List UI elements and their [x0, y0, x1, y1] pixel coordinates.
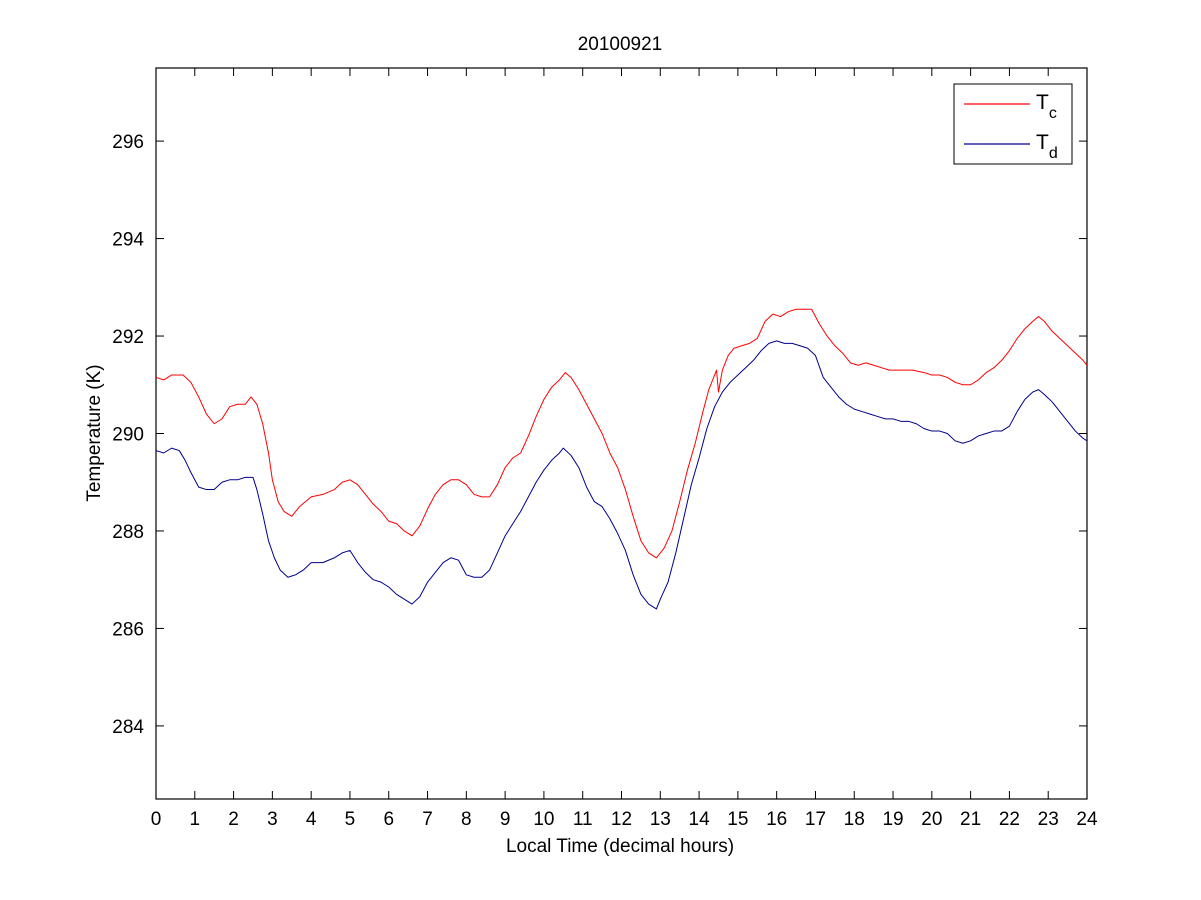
y-tick-label: 296 [112, 132, 144, 153]
x-axis-title: Local Time (decimal hours) [506, 836, 734, 857]
x-tick-label: 1 [190, 809, 201, 830]
x-tick-label: 22 [999, 809, 1020, 830]
y-tick-label: 286 [112, 619, 144, 640]
y-tick-label: 294 [112, 230, 144, 251]
series-line-Td [155, 340, 1088, 610]
x-tick-label: 14 [689, 809, 711, 830]
x-tick-label: 4 [306, 809, 317, 830]
x-tick-label: 15 [727, 809, 748, 830]
y-tick-label: 288 [112, 522, 144, 543]
y-axis-title: Temperature (K) [84, 364, 105, 501]
x-tick-label: 11 [573, 809, 593, 830]
x-tick-label: 7 [422, 809, 433, 830]
legend-box [953, 83, 1073, 165]
x-tick-label: 0 [151, 809, 162, 830]
x-tick-label: 17 [805, 809, 826, 830]
axis-ticks [155, 68, 1088, 799]
x-tick-label: 16 [766, 809, 787, 830]
legend-entry-subscript: d [1049, 145, 1058, 162]
x-tick-label: 8 [461, 809, 472, 830]
x-tick-label: 18 [844, 809, 865, 830]
x-tick-label: 10 [533, 809, 554, 830]
x-tick-label: 24 [1076, 809, 1098, 830]
x-tick-label: 21 [960, 809, 981, 830]
x-tick-label: 23 [1038, 809, 1059, 830]
y-tick-label: 290 [112, 425, 144, 446]
legend-entry-name: T [1036, 91, 1049, 114]
x-tick-label: 3 [267, 809, 278, 830]
legend-entry-subscript: c [1049, 105, 1057, 122]
y-tick-label: 292 [112, 327, 144, 348]
plot-area [155, 67, 1088, 800]
series-lines [155, 308, 1088, 610]
legend-entry-name: T [1036, 131, 1049, 154]
series-line-Tc [155, 308, 1088, 559]
chart-title: 20100921 [578, 34, 663, 55]
axis-tick-labels: 0 1 2 3 4 5 6 7 8 9 10 11 12 13 14 15 16 17 18 19 20 21 22 23 24… [112, 132, 1098, 830]
x-tick-label: 13 [650, 809, 671, 830]
y-tick-label: 284 [112, 717, 144, 738]
x-tick-label: 20 [921, 809, 942, 830]
legend-entry: Td [1036, 131, 1058, 162]
legend-entry: Tc [1036, 91, 1057, 122]
x-tick-label: 2 [228, 809, 239, 830]
x-tick-label: 5 [345, 809, 356, 830]
x-tick-label: 12 [611, 809, 632, 830]
x-tick-label: 9 [500, 809, 511, 830]
x-tick-label: 19 [882, 809, 903, 830]
x-tick-label: 6 [383, 809, 394, 830]
